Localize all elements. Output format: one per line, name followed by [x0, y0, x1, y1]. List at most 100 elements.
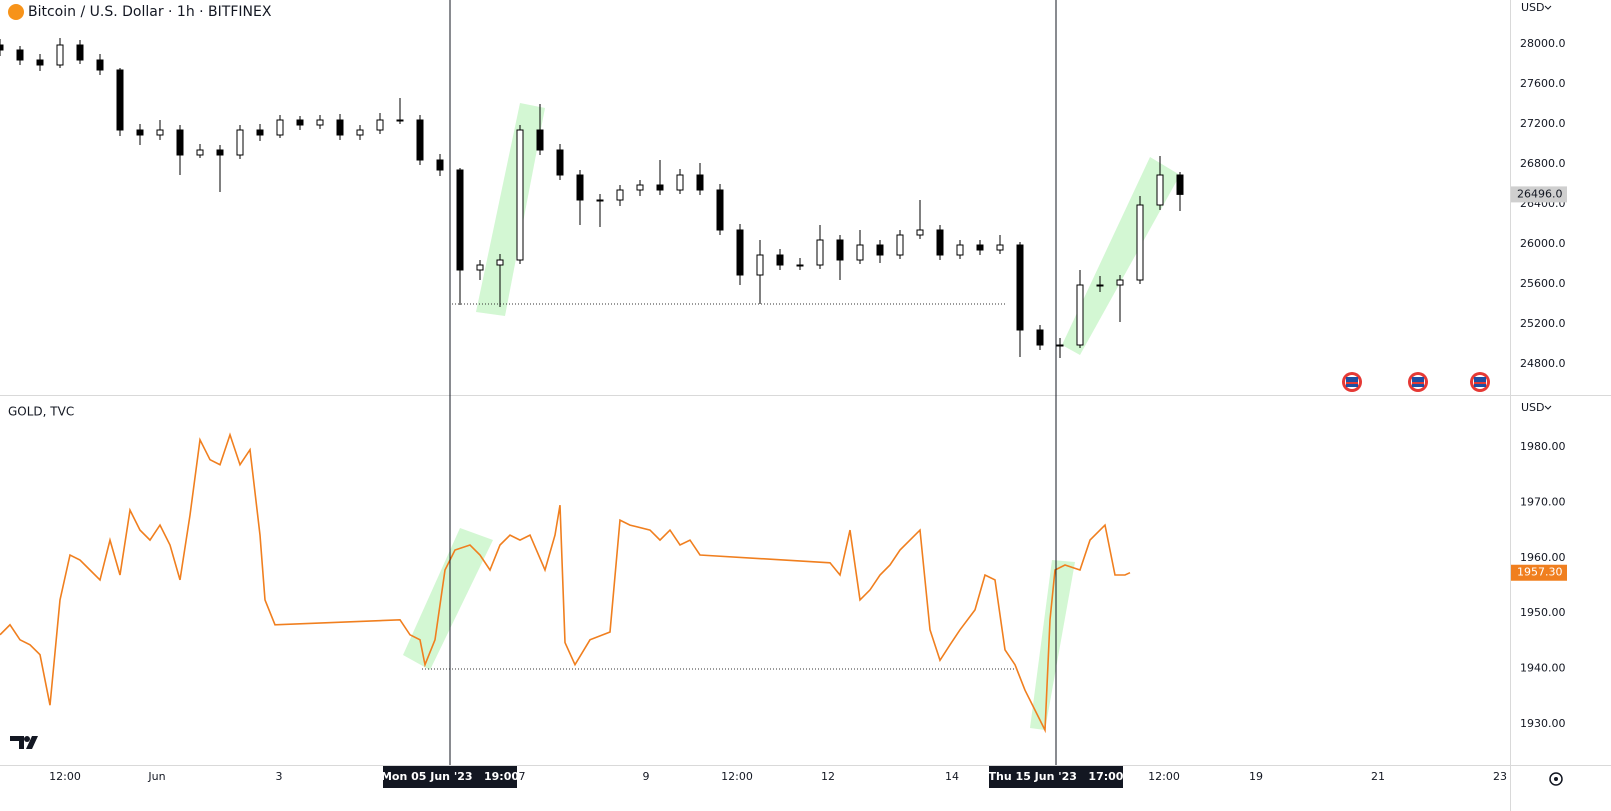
x-tick-label: 23 [1493, 770, 1507, 783]
candle-body [76, 44, 84, 61]
crosshair-label: Mon 05 Jun '23 19:00 [381, 770, 519, 783]
last-price-label: 26496.0 [1517, 187, 1563, 200]
dropdown-caret [1544, 5, 1552, 10]
candle-body [196, 149, 204, 156]
y-tick-label: 1930.00 [1520, 717, 1566, 730]
settings-button[interactable] [1549, 772, 1563, 786]
x-tick-label: Jun [147, 770, 165, 783]
candle-body [296, 119, 304, 126]
candle-body [696, 174, 704, 191]
candle-body [956, 244, 964, 256]
candle-body [1016, 244, 1024, 331]
event-flag[interactable] [1470, 372, 1490, 392]
candle-body [756, 254, 764, 276]
candle-body [936, 229, 944, 256]
candle-body [216, 149, 224, 156]
candle-body [816, 239, 824, 266]
currency-dropdown[interactable]: USD [1521, 1, 1545, 14]
candle-body [136, 129, 144, 136]
crosshair-label: Thu 15 Jun '23 17:00 [989, 770, 1124, 783]
event-flag[interactable] [1408, 372, 1428, 392]
candle-body [776, 254, 784, 266]
last-price-label: 1957.30 [1517, 566, 1563, 579]
candle-body [736, 229, 744, 276]
event-flag[interactable] [1342, 372, 1362, 392]
candle-body [236, 129, 244, 156]
candle-body [476, 264, 484, 271]
candle-body [1096, 284, 1104, 287]
x-tick-label: 19 [1249, 770, 1263, 783]
candle-body [516, 129, 524, 261]
y-tick-label: 24800.0 [1520, 357, 1566, 370]
x-tick-label: 7 [519, 770, 526, 783]
candle-body [1036, 329, 1044, 346]
candle-body [1176, 174, 1184, 195]
last-price-box [1511, 186, 1567, 203]
candle-body [556, 149, 564, 176]
x-tick-label: 14 [945, 770, 959, 783]
y-tick-label: 28000.0 [1520, 37, 1566, 50]
candle-body [16, 49, 24, 61]
candle-body [1076, 284, 1084, 346]
x-tick-label: 3 [276, 770, 283, 783]
candle-body [676, 174, 684, 191]
candle-body [996, 244, 1004, 251]
candle-body [656, 184, 664, 191]
y-tick-label: 1970.00 [1520, 495, 1566, 508]
candle-body [336, 119, 344, 136]
candle-body [0, 44, 4, 51]
y-tick-label: 1940.00 [1520, 662, 1566, 675]
candle-body [156, 129, 164, 136]
highlight [403, 528, 493, 670]
y-tick-label: 1950.00 [1520, 606, 1566, 619]
x-tick-label: 9 [643, 770, 650, 783]
candle-body [896, 234, 904, 256]
logo [10, 736, 38, 749]
y-tick-label: 26000.0 [1520, 237, 1566, 250]
y-tick-label: 25600.0 [1520, 277, 1566, 290]
last-price-box [1511, 564, 1567, 581]
candle-body [876, 244, 884, 256]
candle-body [436, 159, 444, 171]
y-tick-label: 1980.00 [1520, 440, 1566, 453]
candle-body [536, 129, 544, 151]
candle-body [1136, 204, 1144, 281]
x-tick-label: 12:00 [1148, 770, 1180, 783]
candle-body [576, 174, 584, 201]
candle-body [276, 119, 284, 136]
candle-body [56, 44, 64, 66]
y-tick-label: 27600.0 [1520, 77, 1566, 90]
y-tick-label: 27200.0 [1520, 117, 1566, 130]
x-tick-label: 12 [821, 770, 835, 783]
highlight [476, 103, 545, 316]
coin-icon [8, 4, 24, 20]
y-tick-label: 25200.0 [1520, 317, 1566, 330]
currency-dropdown[interactable]: USD [1521, 401, 1545, 414]
candle-body [1056, 344, 1064, 347]
logo [24, 736, 30, 742]
highlight [1030, 560, 1075, 730]
dropdown-caret [1544, 405, 1552, 410]
symbol-title: Bitcoin / U.S. Dollar · 1h · BITFINEX [28, 4, 272, 20]
candle-body [1116, 279, 1124, 286]
candle-body [36, 59, 44, 66]
candle-body [856, 244, 864, 261]
crosshair-box [989, 766, 1123, 788]
candle-body [796, 264, 804, 267]
candle-body [636, 184, 644, 191]
candle-body [356, 129, 364, 136]
candle-body [1156, 174, 1164, 206]
candle-body [176, 129, 184, 156]
candle-body [396, 119, 404, 122]
candle-body [836, 239, 844, 261]
candle-body [116, 69, 124, 131]
price-line [0, 432, 1131, 734]
candle-body [456, 169, 464, 271]
y-tick-label: 26800.0 [1520, 157, 1566, 170]
y-tick-label: 1960.00 [1520, 551, 1566, 564]
highlight [1062, 157, 1180, 355]
symbol-title: GOLD, TVC [8, 405, 74, 419]
candle-body [416, 119, 424, 161]
